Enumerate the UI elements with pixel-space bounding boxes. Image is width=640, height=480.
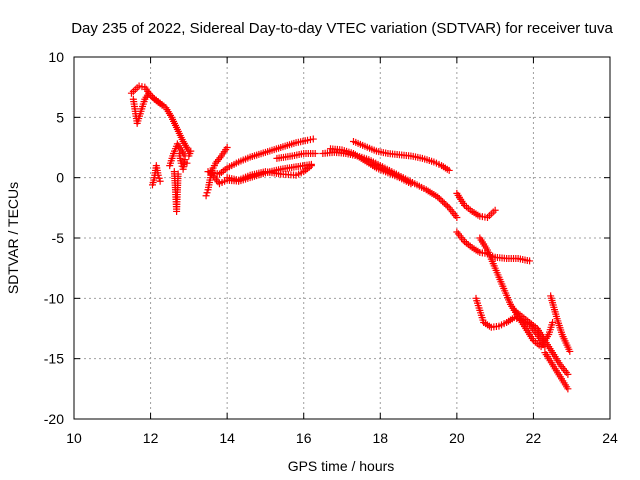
series-arc-e	[170, 168, 182, 215]
x-tick-label: 22	[526, 430, 542, 446]
data-point	[154, 171, 162, 179]
data-point	[183, 159, 191, 167]
series-arc-o	[453, 189, 499, 221]
series-arc-n	[349, 137, 453, 174]
data-point	[407, 180, 415, 188]
series-arc-b	[129, 89, 166, 127]
data-points	[127, 82, 574, 393]
series-arc-q	[476, 234, 557, 351]
data-point	[442, 201, 450, 209]
y-tick-label: 5	[56, 109, 64, 125]
x-tick-label: 10	[66, 430, 82, 446]
data-point	[435, 195, 443, 203]
data-point	[174, 170, 182, 178]
data-point	[309, 135, 317, 143]
data-point	[564, 385, 572, 393]
x-tick-label: 24	[602, 430, 618, 446]
data-point	[444, 202, 452, 210]
data-point	[445, 166, 453, 174]
data-point	[434, 193, 442, 201]
series-arc-p	[453, 228, 534, 265]
data-point	[307, 162, 315, 170]
y-tick-label: -10	[44, 290, 64, 306]
series-arc-f	[175, 150, 191, 173]
data-point	[187, 147, 195, 155]
y-tick-label: -15	[44, 351, 64, 367]
x-axis-label: GPS time / hours	[288, 458, 395, 474]
series-arc-l	[319, 148, 461, 221]
series-arc-c	[148, 162, 164, 189]
series-arc-k	[273, 150, 319, 162]
data-point	[439, 198, 447, 206]
y-tick-label: -20	[44, 411, 64, 427]
x-tick-label: 18	[372, 430, 388, 446]
y-tick-label: -5	[52, 230, 65, 246]
data-point	[566, 347, 574, 355]
data-point	[223, 144, 231, 151]
x-tick-label: 20	[449, 430, 465, 446]
series-arc-h	[204, 135, 317, 178]
data-point	[491, 206, 499, 214]
plot-frame	[73, 56, 611, 420]
data-point	[564, 370, 572, 378]
series-arc-d	[166, 140, 195, 170]
y-axis-label: SDTVAR / TECUs	[5, 182, 21, 294]
data-point	[437, 196, 445, 204]
data-point	[453, 213, 461, 221]
data-point	[526, 257, 534, 265]
series-arc-u	[541, 349, 572, 393]
grid-lines	[74, 57, 610, 419]
data-point	[181, 156, 189, 164]
series-arc-t	[547, 292, 574, 355]
x-tick-label: 16	[296, 430, 312, 446]
series-arc-j	[223, 162, 315, 184]
chart-title: Day 235 of 2022, Sidereal Day-to-day VTE…	[71, 20, 613, 37]
series-arc-s	[510, 306, 572, 378]
data-point	[202, 192, 210, 200]
x-tick-label: 12	[143, 430, 159, 446]
data-point	[440, 199, 448, 207]
x-tick-label: 14	[219, 430, 235, 446]
tick-labels: 10 12 14 16 18 20 22 24 -20 -15 -10 -5 0 5 10	[44, 49, 618, 446]
data-point	[203, 189, 211, 197]
series-arc-m	[327, 145, 415, 188]
y-tick-label: 10	[48, 49, 64, 65]
data-point	[156, 177, 164, 185]
data-point	[158, 101, 166, 109]
data-point	[549, 318, 557, 326]
data-point	[311, 150, 319, 158]
y-tick-label: 0	[56, 170, 64, 186]
data-point	[155, 174, 163, 182]
